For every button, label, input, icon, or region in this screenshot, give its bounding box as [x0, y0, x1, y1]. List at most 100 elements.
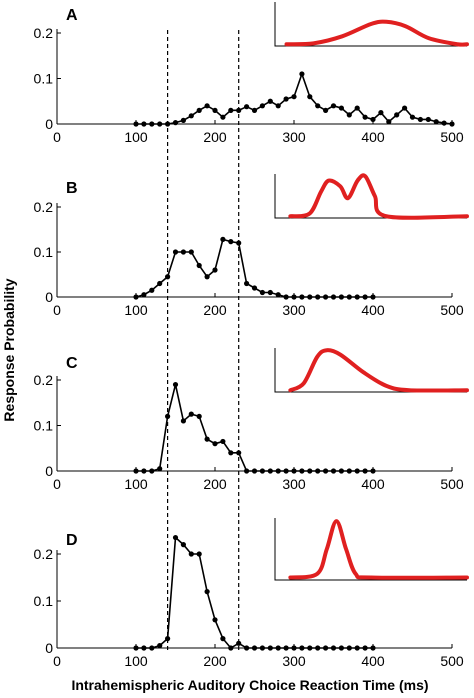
data-point	[133, 468, 139, 474]
x-tick-label: 200	[203, 302, 227, 318]
data-point	[196, 413, 202, 419]
data-point	[275, 468, 281, 474]
inset-distribution	[274, 518, 469, 581]
data-point	[228, 450, 234, 456]
data-point	[338, 294, 344, 300]
data-point	[196, 107, 202, 113]
data-point	[370, 468, 376, 474]
data-point	[291, 294, 297, 300]
y-tick-label: 0	[45, 640, 53, 656]
data-point	[244, 645, 250, 651]
data-point	[323, 468, 329, 474]
y-tick-label: 0.1	[34, 418, 54, 434]
data-point	[141, 468, 147, 474]
x-tick-label: 400	[361, 476, 385, 492]
y-tick-label: 0.2	[34, 199, 54, 215]
data-point	[275, 103, 281, 109]
data-point	[323, 107, 329, 113]
data-point	[244, 104, 250, 110]
series-line	[136, 535, 373, 650]
data-point	[149, 468, 155, 474]
x-tick-label: 500	[440, 476, 464, 492]
data-point	[244, 468, 250, 474]
x-axis-title: Intrahemispheric Auditory Choice Reactio…	[71, 677, 428, 693]
data-point	[196, 262, 202, 269]
x-tick-label: 100	[124, 129, 148, 145]
x-tick-label: 100	[124, 476, 148, 492]
data-point	[394, 112, 400, 118]
data-point	[291, 94, 297, 100]
data-point	[330, 468, 337, 474]
data-point	[251, 468, 258, 474]
panel-letter: B	[66, 180, 78, 197]
data-point	[251, 285, 258, 291]
data-point	[188, 551, 194, 557]
data-point	[291, 468, 297, 474]
data-point	[267, 98, 273, 104]
data-point	[330, 294, 337, 300]
data-point	[378, 110, 384, 116]
data-point	[299, 468, 305, 474]
x-tick-label: 0	[53, 129, 61, 145]
data-point	[196, 551, 202, 557]
data-point	[370, 116, 376, 123]
data-point	[299, 294, 305, 300]
data-point	[307, 94, 313, 100]
data-point	[220, 636, 226, 642]
data-point	[259, 468, 265, 474]
inset-curve	[288, 519, 469, 580]
data-point	[212, 441, 218, 447]
data-point	[212, 617, 218, 623]
data-point	[251, 645, 258, 651]
data-point	[291, 645, 297, 651]
data-point	[149, 645, 155, 651]
data-point	[330, 103, 337, 109]
y-tick-label: 0.1	[34, 71, 54, 87]
inset-curve	[288, 348, 469, 393]
data-point	[188, 249, 194, 255]
data-point	[251, 107, 258, 113]
data-point	[307, 468, 313, 474]
inset-curve	[288, 173, 469, 220]
x-tick-label: 200	[203, 476, 227, 492]
data-point	[149, 287, 155, 293]
inset-distribution	[274, 348, 469, 393]
data-point	[409, 114, 416, 120]
data-point	[449, 121, 455, 127]
data-point	[228, 239, 234, 245]
data-point	[172, 381, 179, 388]
data-point	[267, 468, 273, 474]
data-point	[362, 114, 368, 120]
x-tick-label: 300	[282, 129, 306, 145]
x-tick-label: 500	[440, 653, 464, 669]
panel-A: A 0 0.1 0.2 0 100 200 300 400 500	[34, 2, 469, 145]
inset-axes	[274, 2, 467, 47]
panel-D: D 0 0.1 0.2 0 100 200 300 400 500	[34, 518, 469, 669]
x-tick-label: 200	[203, 129, 227, 145]
data-point	[370, 645, 376, 651]
data-point	[267, 645, 273, 651]
data-point	[402, 105, 408, 111]
data-point	[315, 294, 321, 300]
data-point	[172, 534, 179, 541]
data-point	[157, 466, 163, 472]
x-tick-label: 300	[282, 653, 306, 669]
data-point	[157, 643, 163, 649]
inset-distribution	[274, 173, 469, 220]
x-tick-label: 100	[124, 302, 148, 318]
y-tick-label: 0.2	[34, 372, 54, 388]
y-tick-label: 0.1	[34, 244, 54, 260]
x-tick-label: 200	[203, 653, 227, 669]
y-tick-label: 0.1	[34, 593, 54, 609]
x-tick-label: 500	[440, 302, 464, 318]
data-point	[346, 645, 352, 651]
data-point	[188, 411, 194, 417]
panel-letter: A	[66, 7, 78, 24]
data-point	[180, 249, 186, 255]
inset-axes	[274, 348, 467, 393]
data-point	[165, 636, 171, 642]
data-point	[283, 96, 289, 102]
data-point	[228, 645, 234, 651]
data-point	[354, 105, 360, 111]
